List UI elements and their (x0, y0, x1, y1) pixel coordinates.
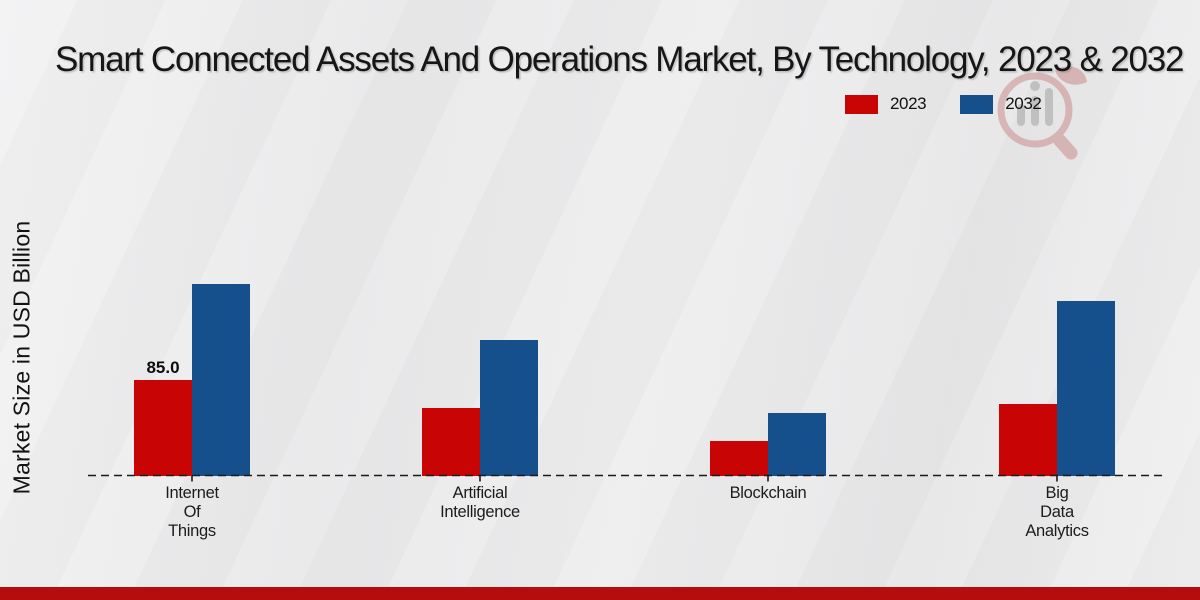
bar-2023-artificial-intelligence (422, 408, 480, 476)
x-tick-label-big-data-analytics: Big Data Analytics (1025, 484, 1089, 540)
legend: 2023 2032 (845, 94, 1042, 114)
legend-item-2023: 2023 (845, 94, 927, 114)
bar-2032-artificial-intelligence (480, 340, 538, 476)
x-tick-label-internet-of-things: Internet Of Things (165, 484, 219, 540)
legend-label: 2023 (890, 94, 927, 113)
bar-2023-big-data-analytics (999, 404, 1057, 476)
chart-logo-watermark-icon (997, 66, 1087, 160)
bar-2032-big-data-analytics (1057, 301, 1115, 476)
legend-item-2032: 2032 (960, 94, 1042, 114)
bar-2032-blockchain (768, 413, 826, 476)
y-axis-label: Market Size in USD Billion (8, 220, 35, 495)
legend-swatch-2032 (960, 94, 994, 114)
bar-2032-internet-of-things (192, 284, 250, 476)
x-tick-label-blockchain: Blockchain (729, 484, 807, 502)
x-tick-label-artificial-intelligence: Artificial Intelligence (440, 484, 520, 521)
bar-2023-internet-of-things (134, 380, 192, 476)
bar-2023-blockchain (710, 441, 768, 476)
legend-swatch-2023 (845, 94, 878, 114)
bar-value-label: 85.0 (146, 358, 180, 377)
footer-accent-bar (0, 587, 1200, 600)
legend-label: 2032 (1005, 94, 1042, 113)
chart-title: Smart Connected Assets And Operations Ma… (55, 40, 1184, 79)
